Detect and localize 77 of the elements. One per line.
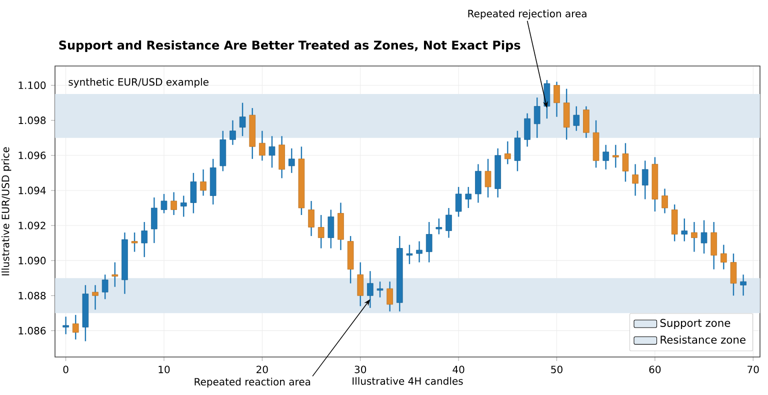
candlestick: [740, 274, 746, 296]
candlestick: [720, 244, 727, 270]
x-tick-label: 0: [63, 366, 68, 374]
x-tick-label: 50: [551, 366, 562, 374]
candlestick: [662, 188, 668, 214]
x-tick-label: 30: [354, 366, 366, 374]
x-tick-label: 10: [158, 366, 170, 374]
candlestick: [62, 316, 69, 335]
x-axis-title: Illustrative 4H candles: [352, 377, 463, 385]
legend-label: Resistance zone: [660, 335, 746, 344]
candlestick: [259, 130, 266, 162]
y-tick-label: 1.100: [18, 81, 46, 90]
candlestick: [700, 220, 708, 254]
candlestick: [455, 186, 462, 218]
candlestick: [386, 281, 393, 312]
candlestick: [484, 158, 492, 198]
candlestick: [602, 144, 609, 170]
candlestick: [681, 218, 688, 242]
candlestick: [691, 221, 698, 252]
candlestick: [436, 218, 442, 235]
candlestick: [230, 120, 236, 146]
candlestick: [426, 221, 432, 263]
y-tick-label: 1.090: [18, 256, 46, 264]
y-tick-label: 1.098: [18, 116, 46, 124]
candlestick: [170, 192, 177, 216]
candlestick: [190, 172, 197, 214]
candlestick: [416, 240, 422, 263]
candlestick: [268, 136, 276, 168]
y-tick-label: 1.088: [18, 292, 46, 300]
candlestick: [72, 314, 79, 340]
candlestick: [239, 102, 246, 137]
annotation: Repeated rejection area: [468, 10, 586, 20]
candlestick: [475, 164, 482, 204]
candlestick: [131, 232, 138, 252]
candlestick: [406, 244, 413, 265]
candlestick: [642, 160, 648, 200]
y-tick-label: 1.096: [18, 152, 46, 160]
candlestick: [554, 81, 560, 118]
x-tick-label: 40: [452, 366, 464, 374]
candlestick: [612, 144, 619, 168]
y-tick-label: 1.092: [18, 222, 46, 230]
candlestick: [632, 164, 638, 196]
legend-label: Support zone: [660, 318, 730, 330]
candlestick: [730, 252, 737, 296]
candlestick: [514, 130, 521, 172]
candlestick: [92, 284, 98, 310]
y-tick-label: 1.094: [18, 186, 46, 194]
candlestick: [160, 193, 168, 214]
candlestick: [622, 142, 629, 182]
candlestick: [318, 214, 324, 249]
candlestick: [112, 262, 118, 288]
candlestick: [573, 106, 580, 132]
candlestick: [328, 209, 334, 249]
x-tick-label: 60: [649, 366, 661, 374]
candlestick: [446, 207, 452, 238]
candlestick: [180, 195, 187, 218]
candlestick: [141, 221, 148, 258]
candlestick: [504, 140, 511, 165]
candlestick: [357, 262, 364, 307]
y-axis-title: Illustrative EUR/USD price: [2, 147, 12, 276]
candlestick: [376, 281, 384, 298]
candlestick: [102, 274, 108, 300]
candlestick: [308, 200, 314, 237]
annotation: Repeated reaction area: [194, 378, 310, 388]
candlestick: [465, 186, 472, 209]
y-tick-label: 1.086: [18, 326, 46, 334]
chart-title: Support and Resistance Are Better Treated as Zones, Not Exact Pips: [59, 40, 520, 52]
candlestick: [200, 168, 206, 196]
annotation: synthetic EUR/USD example: [68, 78, 208, 88]
x-tick-label: 70: [748, 366, 759, 374]
candlestick: [288, 148, 295, 174]
candlestick: [151, 196, 158, 244]
candlestick: [583, 106, 590, 138]
candlestick: [524, 112, 530, 148]
candlestick: [710, 221, 717, 270]
x-tick-label: 20: [256, 366, 268, 374]
candlestick: [534, 96, 540, 138]
